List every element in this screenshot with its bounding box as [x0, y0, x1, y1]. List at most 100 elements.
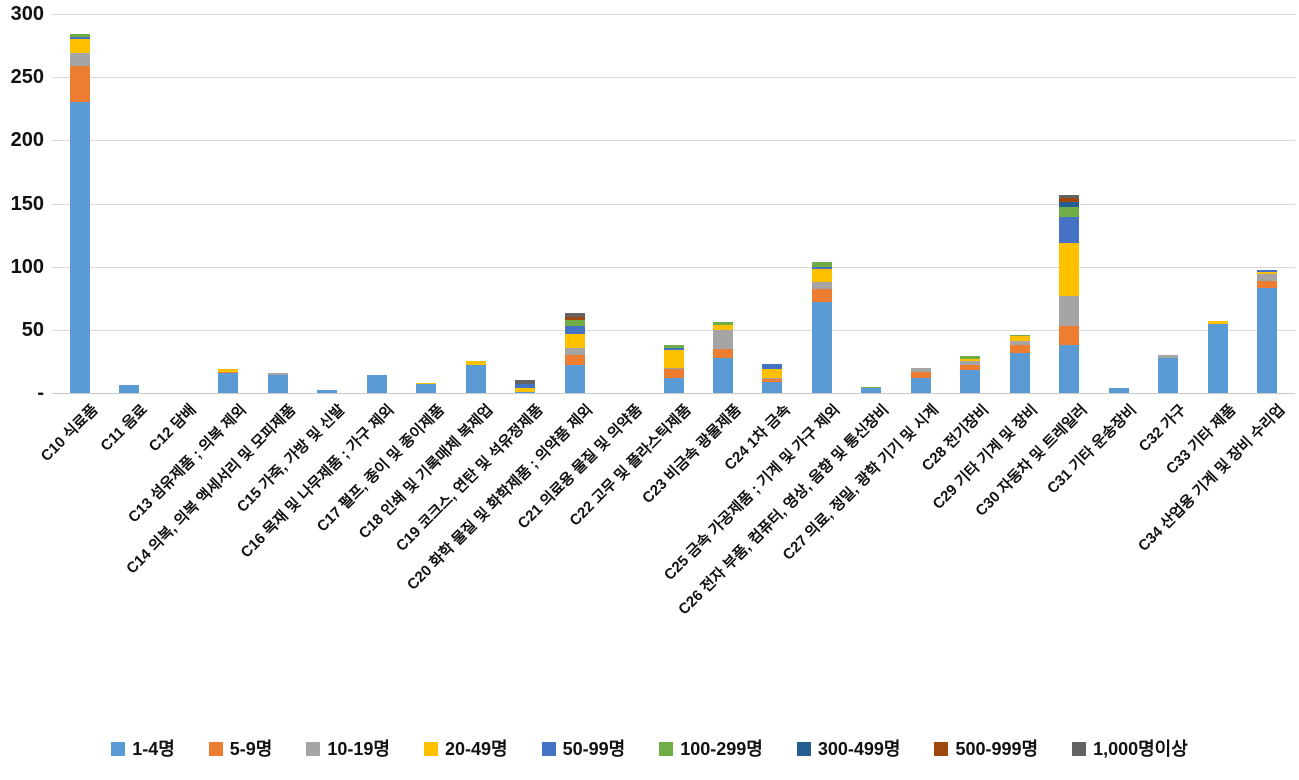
bar-segment	[1207, 320, 1228, 324]
legend-swatch	[208, 742, 223, 756]
bar-stack	[712, 0, 733, 393]
bar-segment	[1009, 344, 1030, 353]
bar-segment	[712, 348, 733, 358]
bar-segment	[1059, 344, 1080, 393]
y-axis-tick-label: 150	[10, 192, 44, 215]
bar-segment	[218, 371, 239, 373]
bar-stack	[1207, 0, 1228, 393]
legend-swatch	[541, 742, 556, 756]
bar-segment	[267, 372, 288, 376]
bar-segment	[1059, 194, 1080, 199]
legend-label: 10-19명	[327, 739, 390, 759]
x-axis-category-label: C20 화학 물질 및 화학제품 ; 의약품 제외	[403, 401, 596, 594]
bar-segment	[712, 329, 733, 349]
legend-label: 5-9명	[229, 739, 273, 759]
y-axis-tick-label: 100	[10, 255, 44, 278]
bar-segment	[1059, 217, 1080, 243]
bar-stack	[119, 0, 140, 393]
y-axis-tick-label: 50	[21, 318, 44, 341]
bar-segment	[960, 361, 981, 366]
legend-item: 20-49명	[423, 739, 508, 759]
x-axis-category-label: C11 음료	[97, 401, 151, 455]
bar-segment	[267, 375, 288, 393]
bar-stack	[910, 0, 931, 393]
bar-segment	[960, 370, 981, 393]
y-axis-tick-label: 250	[10, 66, 44, 89]
gridline	[52, 266, 1295, 268]
bar-stack	[1009, 0, 1030, 393]
bar-segment	[515, 380, 536, 385]
bar-segment	[1257, 288, 1278, 393]
x-axis-category-label: C10 식료품	[37, 401, 102, 465]
legend-swatch	[306, 742, 321, 756]
bar-segment	[1257, 280, 1278, 289]
bar-segment	[663, 344, 684, 348]
bar-segment	[1059, 242, 1080, 296]
bar-segment	[564, 355, 585, 366]
bar-segment	[960, 358, 981, 362]
bar-stack	[416, 0, 437, 393]
legend-label: 500-999명	[955, 739, 1039, 759]
y-axis-tick-label: 200	[10, 129, 44, 152]
bar-segment	[1009, 341, 1030, 345]
gridline	[52, 77, 1295, 79]
bar-segment	[69, 34, 90, 37]
bar-segment	[1158, 357, 1179, 393]
y-axis-tick-label: 300	[10, 3, 44, 25]
bar-segment	[564, 326, 585, 334]
bar-segment	[69, 39, 90, 54]
bar-segment	[910, 371, 931, 378]
bar-segment	[465, 361, 486, 366]
bar-segment	[564, 313, 585, 318]
bar-segment	[515, 387, 536, 392]
bar-segment	[465, 365, 486, 393]
bar-stack	[1108, 0, 1129, 393]
bar-segment	[564, 347, 585, 356]
legend-label: 50-99명	[562, 739, 626, 759]
bar-segment	[960, 365, 981, 371]
bar-segment	[712, 324, 733, 330]
gridline	[52, 203, 1295, 205]
bar-segment	[1059, 198, 1080, 203]
bar-stack	[614, 0, 634, 393]
bar-segment	[1059, 207, 1080, 218]
bar-stack	[564, 0, 585, 393]
bar-stack	[861, 0, 882, 393]
legend-item: 1,000명이상	[1072, 740, 1188, 758]
bar-segment	[416, 382, 437, 385]
gridline	[52, 14, 1295, 15]
legend-swatch	[1072, 742, 1087, 756]
bar-segment	[1257, 271, 1278, 275]
legend-item: 50-99명	[541, 739, 626, 759]
bar-segment	[910, 377, 931, 393]
legend-label: 20-49명	[444, 739, 508, 759]
bar-stack	[1257, 0, 1278, 393]
bar-stack	[663, 0, 684, 393]
legend-swatch	[659, 742, 674, 756]
bar-segment	[317, 390, 338, 393]
gridline	[52, 140, 1295, 142]
bar-stack	[960, 0, 981, 393]
bar-segment	[762, 379, 783, 382]
bar-segment	[762, 363, 783, 369]
bar-segment	[119, 385, 140, 393]
bar-segment	[712, 357, 733, 393]
bar-segment	[1059, 326, 1080, 345]
bar-segment	[811, 302, 832, 393]
bar-segment	[1009, 334, 1030, 337]
legend-item: 10-19명	[306, 740, 390, 758]
legend-swatch	[423, 742, 438, 756]
bar-stack	[69, 0, 90, 393]
bar-segment	[1009, 352, 1030, 393]
bar-segment	[564, 365, 585, 393]
bar-segment	[960, 356, 981, 359]
bar-segment	[762, 368, 783, 378]
bar-segment	[811, 281, 832, 290]
bar-stack	[515, 0, 536, 393]
bar-stack	[169, 0, 189, 393]
bar-segment	[811, 261, 832, 267]
bar-segment	[69, 36, 90, 40]
bar-segment	[762, 377, 783, 380]
bar-segment	[861, 386, 882, 388]
bar-segment	[218, 372, 239, 393]
